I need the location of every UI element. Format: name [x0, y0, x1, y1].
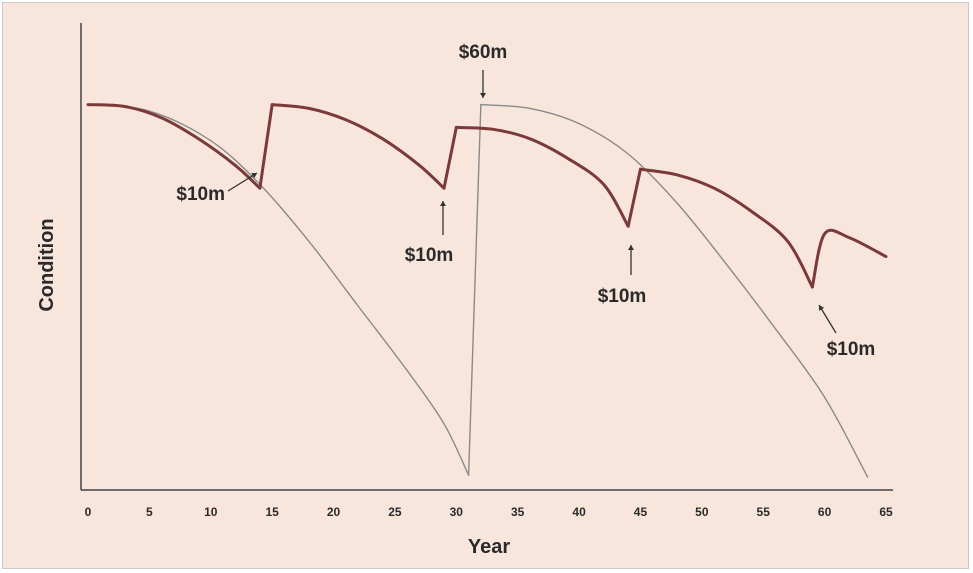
cost-label-4: $10m — [827, 339, 876, 360]
x-tick-label-5: 25 — [388, 505, 402, 519]
annotation-layer: $10m $10m $60m $10m $10m — [176, 42, 875, 360]
x-tick-label-13: 65 — [879, 505, 893, 519]
cost-arrowhead-3 — [628, 245, 634, 250]
maintenance-line-segment-3 — [442, 125, 458, 190]
cost-arrowhead-2 — [480, 93, 486, 98]
x-tick-label-10: 50 — [695, 505, 709, 519]
axes — [80, 23, 893, 491]
x-tick-label-7: 35 — [511, 505, 525, 519]
x-tick-label-12: 60 — [818, 505, 832, 519]
x-tick-label-11: 55 — [757, 505, 771, 519]
maintenance-line-segment-7 — [810, 228, 888, 289]
x-tick-label-0: 0 — [85, 505, 92, 519]
x-tick-label-9: 45 — [634, 505, 648, 519]
y-axis-title: Condition — [36, 218, 58, 311]
x-tick-label-2: 10 — [204, 505, 218, 519]
maintenance-line-segment-5 — [626, 167, 642, 228]
replacement-line-segment-1 — [467, 103, 482, 476]
x-tick-label-3: 15 — [265, 505, 279, 519]
cost-label-3: $10m — [598, 286, 647, 307]
cost-arrowhead-1 — [440, 201, 446, 206]
condition-chart: 0 5 10 15 20 25 30 35 40 45 50 55 60 65 $10m$10m$60m$… — [36, 23, 893, 558]
series-layer — [86, 103, 888, 478]
replacement-line-segment-2 — [480, 103, 869, 478]
x-axis-title: Year — [468, 536, 510, 558]
x-tick-label-6: 30 — [450, 505, 464, 519]
maintenance-line-segment-6 — [638, 167, 814, 289]
x-ticks: 0 5 10 15 20 25 30 35 40 45 50 55 60 65 — [85, 505, 893, 519]
cost-pointer-4 — [818, 304, 837, 334]
maintenance-line-segment-1 — [258, 103, 274, 190]
cost-arrowhead-4 — [819, 305, 825, 311]
maintenance-line-segment-0 — [86, 103, 262, 190]
cost-arrowhead-0 — [251, 173, 257, 179]
cost-label-2: $60m — [459, 42, 508, 63]
maintenance-line-segment-4 — [454, 125, 630, 228]
x-tick-label-1: 5 — [146, 505, 153, 519]
x-tick-label-8: 40 — [572, 505, 586, 519]
cost-label-1: $10m — [405, 245, 454, 266]
cost-label-0: $10m — [176, 184, 225, 205]
replacement-line-segment-0 — [87, 103, 470, 476]
cost-pointer-0 — [227, 172, 258, 192]
x-tick-label-4: 20 — [327, 505, 341, 519]
maintenance-line-segment-2 — [270, 103, 446, 190]
